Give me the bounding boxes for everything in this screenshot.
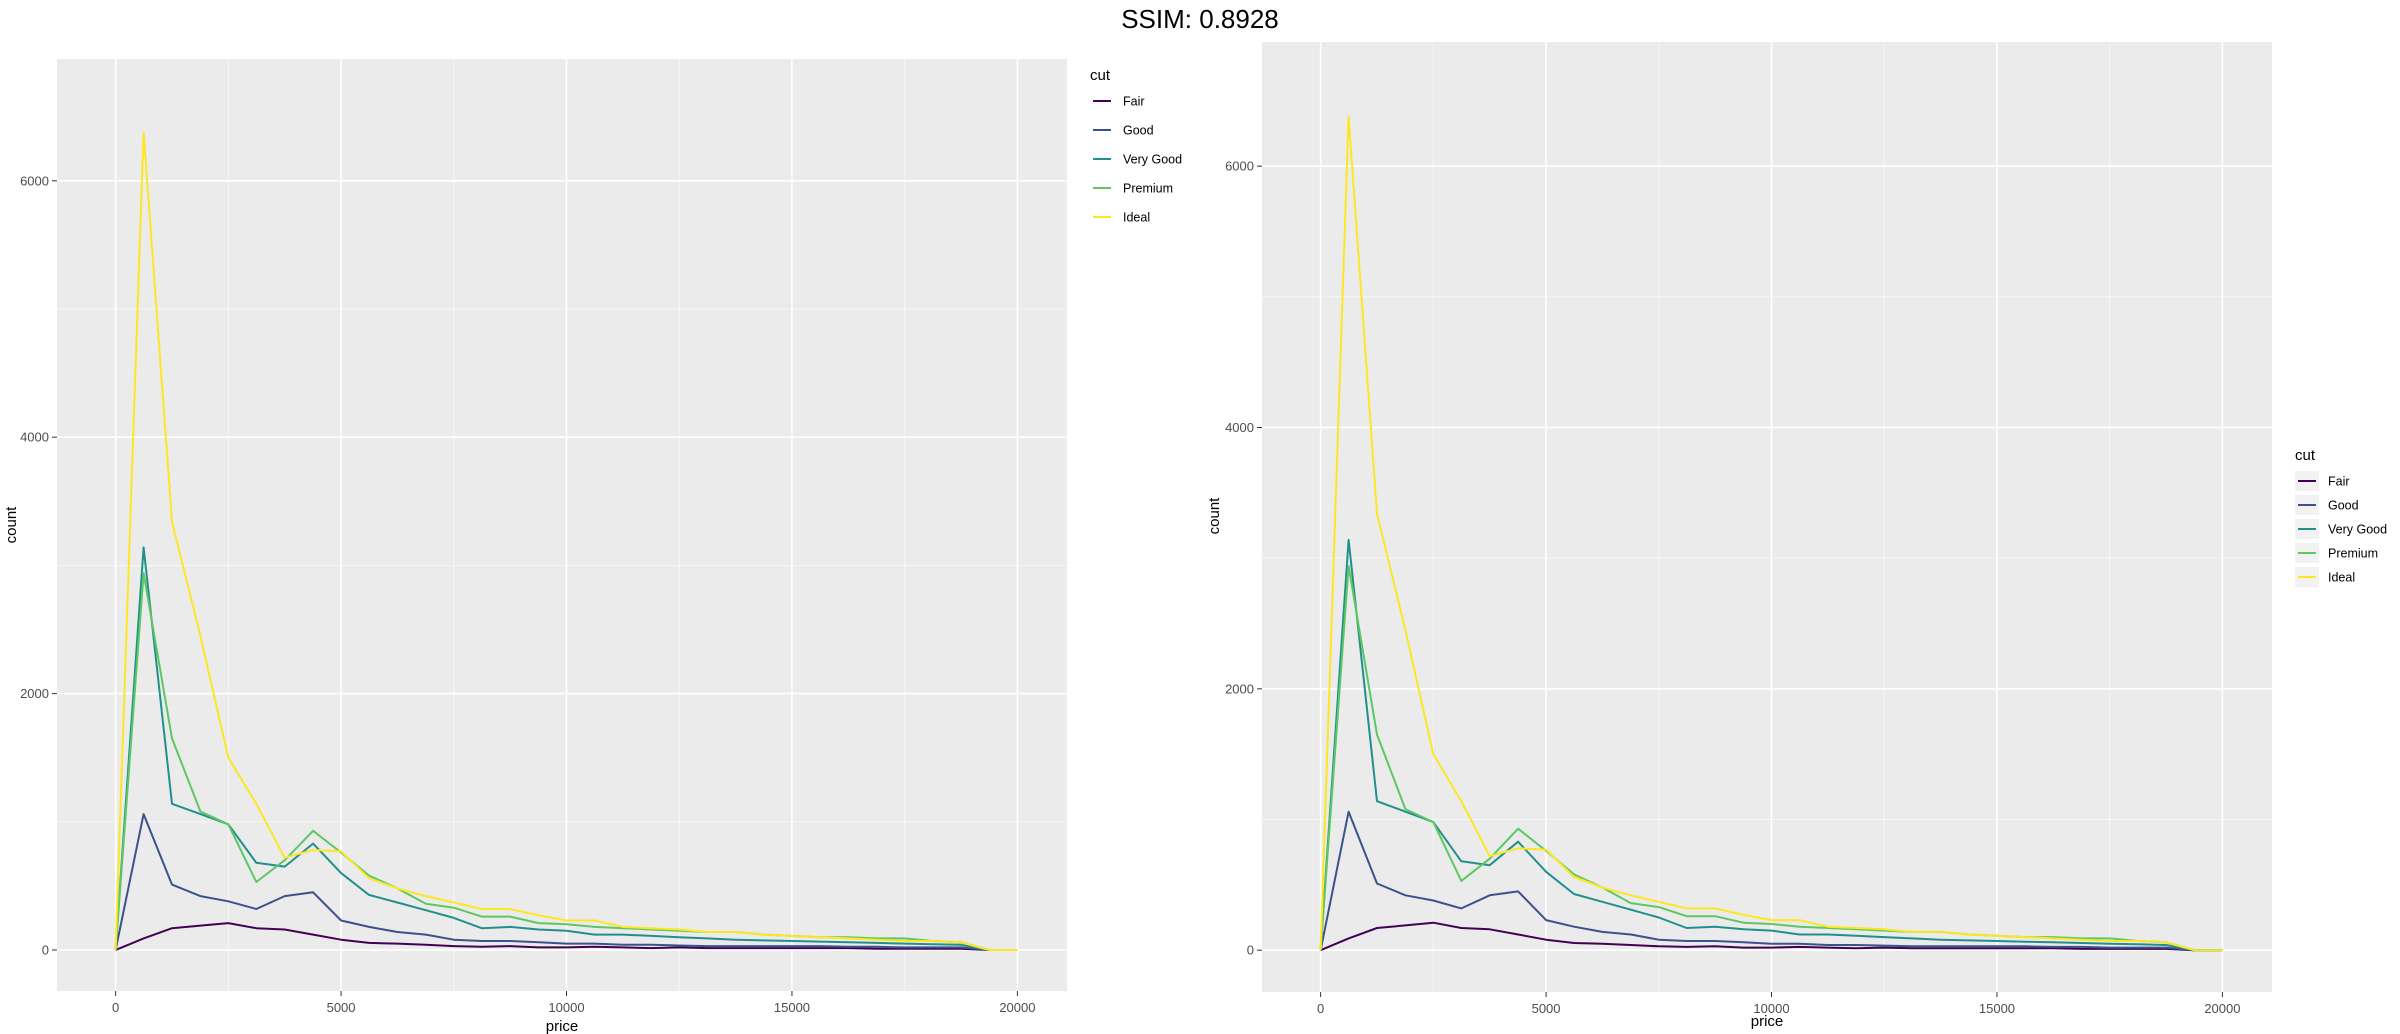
series-line-very-good bbox=[114, 546, 1018, 951]
legend-label: Fair bbox=[1123, 95, 1145, 109]
series-line-good bbox=[114, 813, 1018, 951]
legend-label: Good bbox=[1123, 124, 1154, 138]
y-axis-title: count bbox=[1206, 497, 1223, 535]
y-tick-label: 4000 bbox=[20, 430, 49, 445]
x-tick-label: 0 bbox=[112, 1000, 119, 1015]
legend-label: Very Good bbox=[1123, 153, 1182, 167]
plot-panel bbox=[1262, 42, 2272, 992]
legend-title: cut bbox=[2295, 447, 2316, 464]
y-axis-title: count bbox=[3, 506, 20, 544]
legend: cut Fair Good Very Good Premium Ideal bbox=[1090, 67, 1182, 225]
y-tick-label: 0 bbox=[42, 942, 49, 957]
chart-1: 0 5000 10000 15000 20000 0 2000 4000 6000 price co… bbox=[3, 59, 1182, 1034]
y-tick-label: 2000 bbox=[20, 686, 49, 701]
x-tick-label: 20000 bbox=[2204, 1001, 2240, 1016]
y-tick-label: 2000 bbox=[1225, 681, 1254, 696]
series-line-very-good bbox=[1319, 538, 2223, 952]
legend-title: cut bbox=[1090, 67, 1111, 84]
legend-label: Ideal bbox=[1123, 211, 1150, 225]
page-title: SSIM: 0.8928 bbox=[1121, 4, 1279, 34]
chart-2: 0 5000 10000 15000 20000 0 2000 4000 6000 price co… bbox=[1206, 42, 2387, 1030]
series-line-good bbox=[1319, 810, 2223, 952]
legend-label: Ideal bbox=[2328, 571, 2355, 585]
x-tick-label: 10000 bbox=[1753, 1001, 1789, 1016]
series-line-fair bbox=[115, 922, 1018, 951]
y-tick-label: 6000 bbox=[1225, 159, 1254, 174]
x-tick-label: 20000 bbox=[999, 1000, 1035, 1015]
x-tick-label: 5000 bbox=[327, 1000, 356, 1015]
series-line-ideal bbox=[1319, 115, 2223, 952]
x-axis-title: price bbox=[546, 1018, 579, 1034]
y-tick-label: 6000 bbox=[20, 173, 49, 188]
legend-label: Good bbox=[2328, 499, 2359, 513]
legend-label: Premium bbox=[2328, 547, 2378, 561]
plot-panel bbox=[57, 59, 1067, 991]
series-line-premium bbox=[114, 572, 1018, 951]
x-tick-label: 15000 bbox=[774, 1000, 810, 1015]
y-tick-label: 4000 bbox=[1225, 420, 1254, 435]
x-axis-title: price bbox=[1751, 1013, 1784, 1030]
y-tick-label: 0 bbox=[1247, 943, 1254, 958]
series-line-ideal bbox=[114, 131, 1018, 951]
x-tick-label: 15000 bbox=[1979, 1001, 2015, 1016]
series-line-premium bbox=[1319, 565, 2223, 952]
legend-label: Fair bbox=[2328, 475, 2350, 489]
x-tick-label: 10000 bbox=[548, 1000, 584, 1015]
legend-label: Premium bbox=[1123, 182, 1173, 196]
x-tick-label: 0 bbox=[1317, 1001, 1324, 1016]
legend-label: Very Good bbox=[2328, 523, 2387, 537]
x-tick-label: 5000 bbox=[1532, 1001, 1561, 1016]
legend: cut Fair Good Very Good Premium Ideal bbox=[2295, 447, 2387, 587]
series-line-fair bbox=[1320, 921, 2223, 952]
